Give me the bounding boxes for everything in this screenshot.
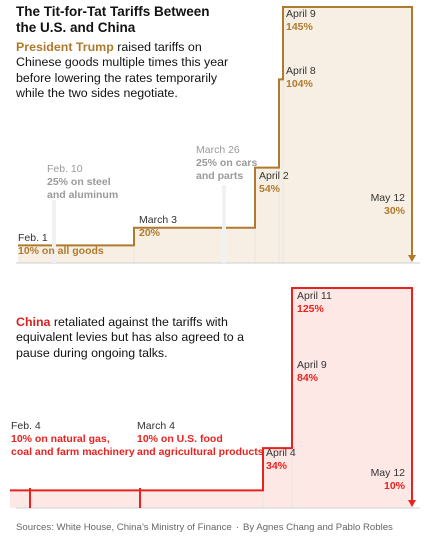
us-muted-marker [222, 185, 226, 263]
cn-date-label: Feb. 4 [11, 420, 41, 432]
cn-date-label: April 11 [297, 290, 332, 302]
source-text: Sources: White House, China’s Ministry o… [16, 522, 232, 533]
us-muted-marker [52, 200, 56, 263]
cn-date-label: March 4 [137, 420, 175, 432]
us-intro-text: President Trump raised tariffs on Chines… [16, 40, 248, 102]
china-intro-highlight: China [16, 315, 51, 329]
us-date-label: Feb. 1 [18, 232, 48, 244]
cn-value-label: 125% [297, 303, 325, 315]
cn-value-label: 84% [297, 372, 319, 384]
us-arrowhead [408, 255, 416, 262]
cn-date-label: May 12 [371, 467, 406, 479]
cn-value-label: 10% on U.S. food and agricultural product… [137, 433, 264, 458]
source-note: Sources: White House, China’s Ministry o… [16, 522, 393, 533]
us-value-label: 145% [286, 21, 314, 33]
us-date-label: Feb. 10 [47, 163, 83, 175]
source-separator: · [235, 522, 239, 533]
us-date-label: April 2 [259, 170, 289, 182]
us-date-label: March 26 [196, 144, 240, 156]
us-step-line [18, 6, 413, 257]
us-value-label: 104% [286, 78, 314, 90]
cn-step-line [10, 287, 413, 502]
us-intro-highlight: President Trump [16, 40, 114, 54]
china-tariff-chart: Feb. 410% on natural gas, coal and farm m… [10, 287, 420, 509]
us-intro-body: raised tariffs on Chinese goods multiple… [16, 40, 229, 101]
cn-date-label: April 9 [297, 359, 327, 371]
us-value-label: 54% [259, 183, 281, 195]
cn-arrowhead [408, 500, 416, 507]
us-date-label: April 9 [286, 8, 316, 20]
cn-value-label: 34% [266, 460, 288, 472]
us-value-label: 10% on all goods [18, 245, 104, 257]
us-value-label: 20% [139, 227, 161, 239]
cn-value-label: 10% on natural gas, coal and farm machine… [11, 433, 135, 458]
us-value-label: 25% on cars and parts [196, 157, 257, 182]
china-intro-body: retaliated against the tariffs with equi… [16, 315, 245, 360]
cn-date-label: April 4 [266, 447, 296, 459]
byline: By Agnes Chang and Pablo Robles [242, 522, 393, 533]
cn-area [10, 288, 412, 508]
us-date-label: May 12 [371, 192, 406, 204]
us-value-label: 30% [384, 205, 406, 217]
us-value-label: 25% on steel and aluminum [47, 176, 118, 201]
china-intro-text: China retaliated against the tariffs wit… [16, 315, 254, 361]
us-date-label: April 8 [286, 65, 316, 77]
cn-value-label: 10% [384, 480, 406, 492]
us-date-label: March 3 [139, 214, 177, 226]
chart-title: The Tit-for-Tat Tariffs Between the U.S.… [16, 4, 210, 35]
us-area [18, 7, 412, 263]
